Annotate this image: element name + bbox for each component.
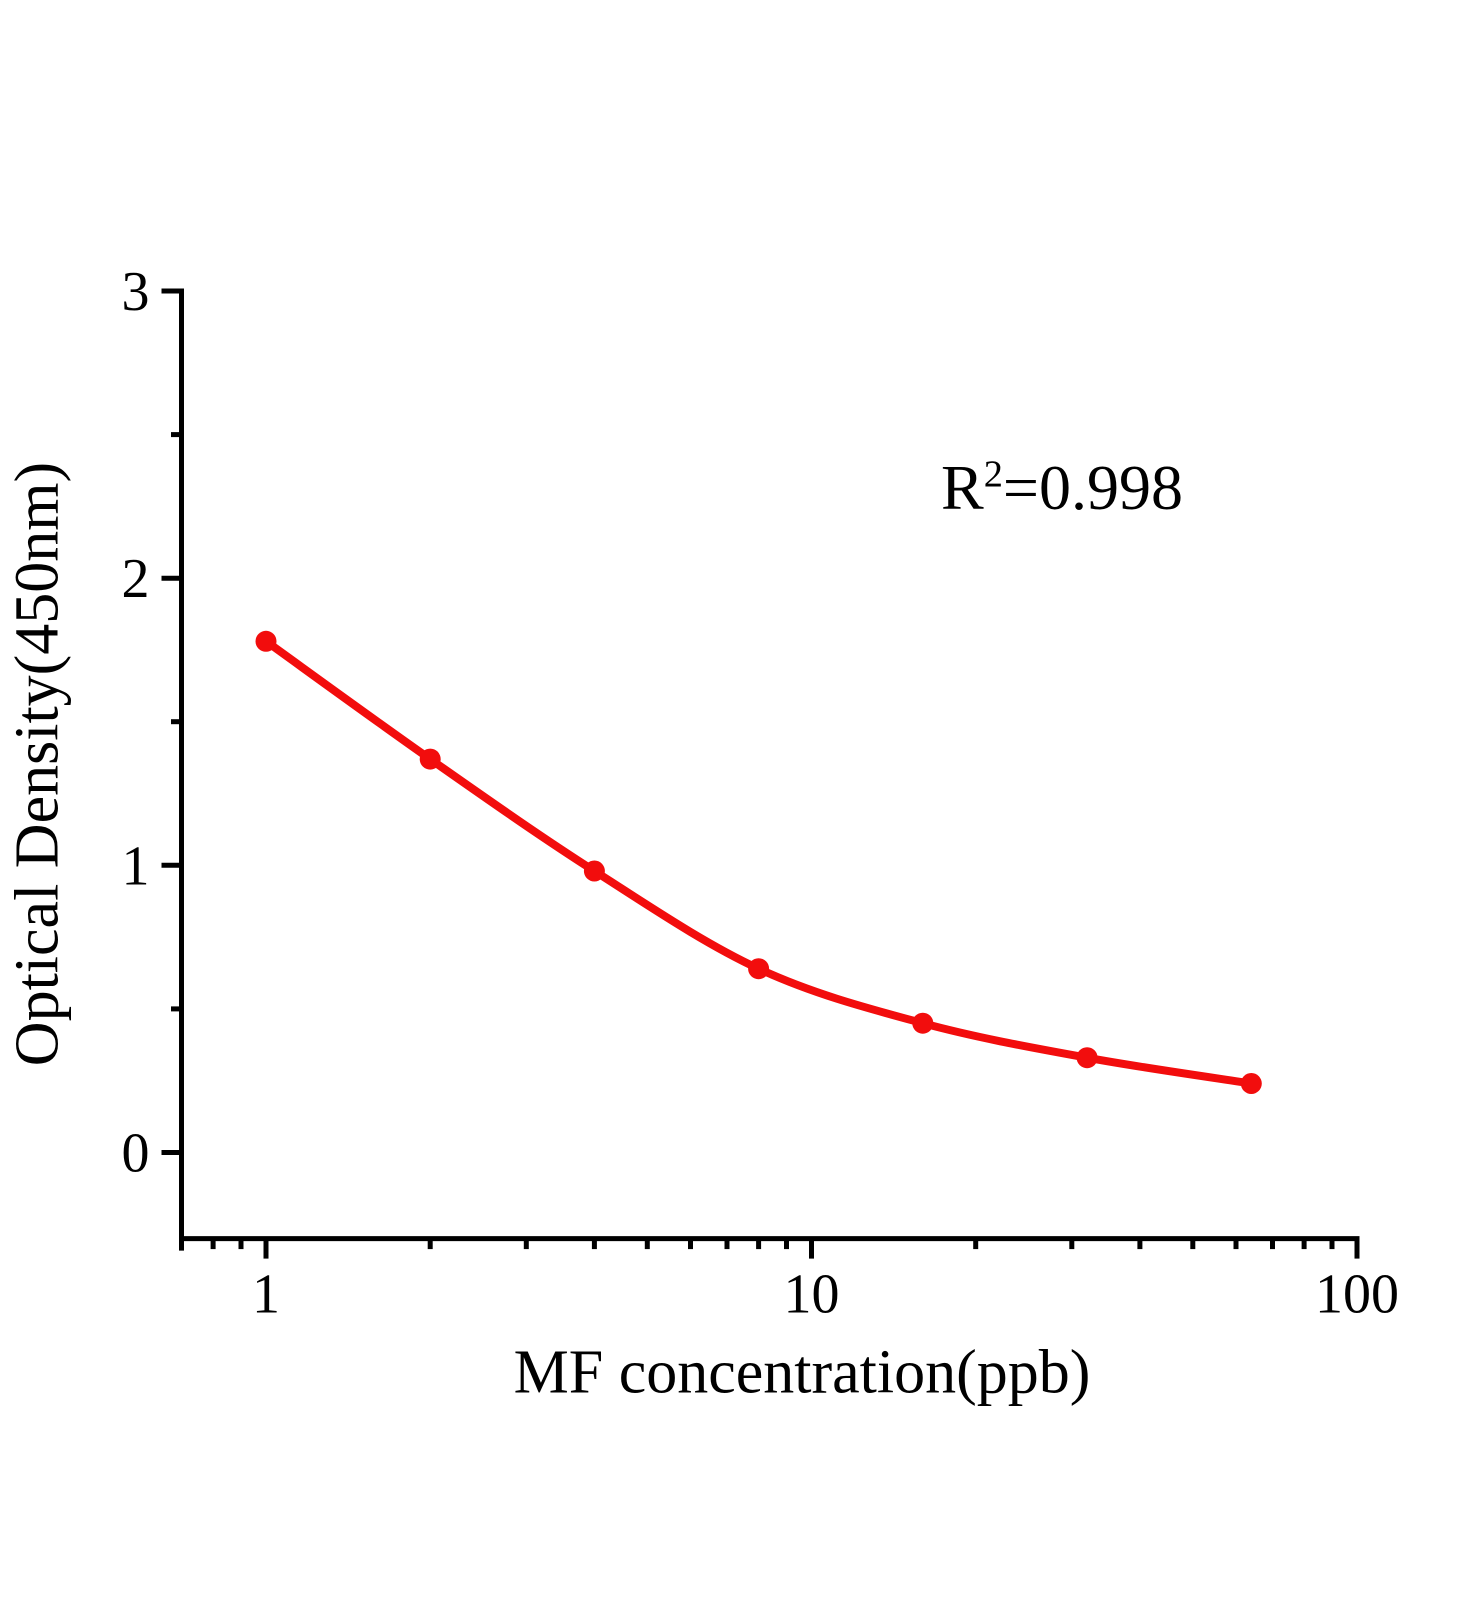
y-tick-label: 0 (122, 1123, 150, 1185)
r-squared-sup: 2 (983, 453, 1003, 496)
data-point-marker (255, 630, 277, 652)
data-point-marker (583, 860, 605, 882)
y-tick-label: 1 (122, 835, 150, 897)
y-tick-label: 3 (122, 261, 150, 323)
r-squared-annotation: R2=0.998 (941, 451, 1183, 525)
data-point-marker (1076, 1047, 1098, 1069)
data-point-marker (1240, 1073, 1262, 1094)
r-squared-base: R (941, 452, 984, 523)
data-point-marker (419, 748, 441, 770)
y-axis-title: Optical Density(450nm) (3, 461, 72, 1067)
x-tick-label: 10 (784, 1264, 840, 1326)
data-point-marker (748, 958, 770, 980)
y-tick-label: 2 (122, 548, 150, 610)
x-tick-label: 100 (1315, 1264, 1399, 1326)
x-tick-label: 1 (252, 1264, 280, 1326)
x-axis-title: MF concentration(ppb) (513, 1338, 1091, 1407)
r-squared-rest: =0.998 (1002, 452, 1183, 523)
data-point-marker (912, 1012, 934, 1034)
fit-curve (262, 637, 1256, 1088)
